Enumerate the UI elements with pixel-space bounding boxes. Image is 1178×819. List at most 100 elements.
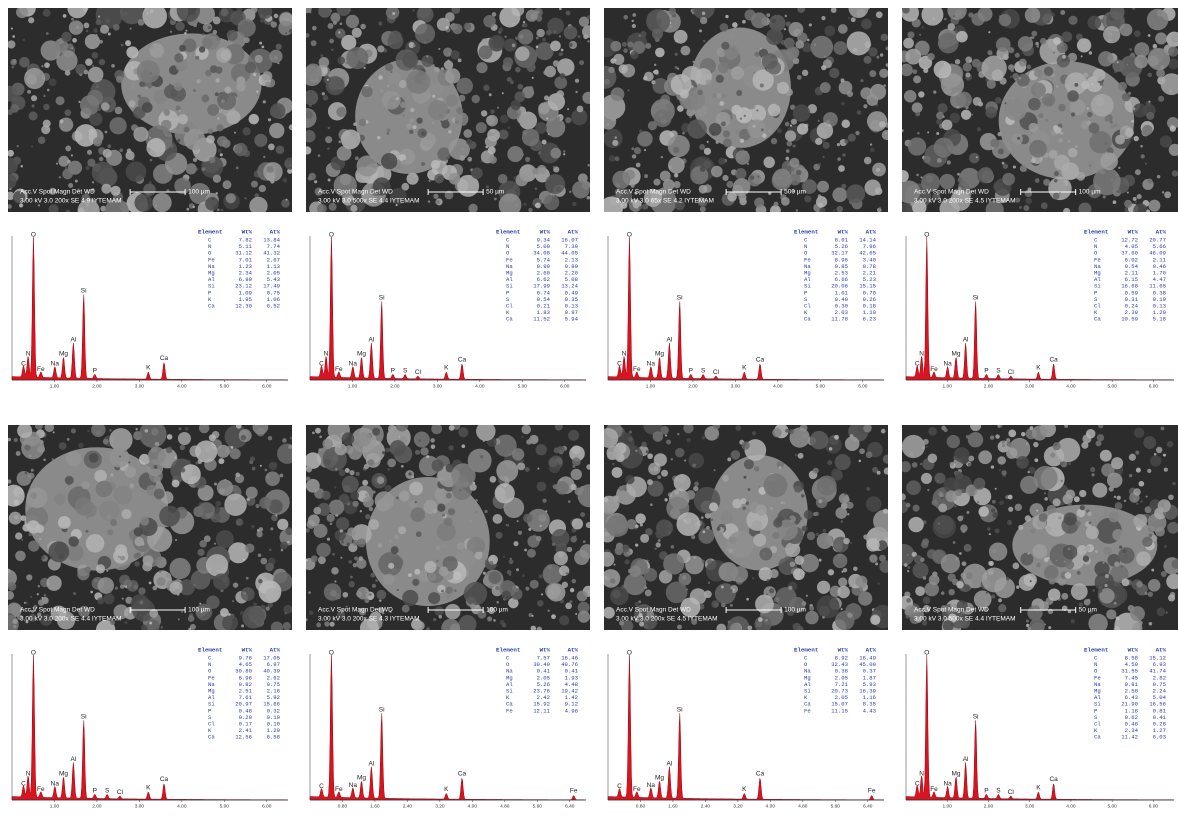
particle	[1044, 67, 1053, 76]
particle	[1112, 529, 1124, 541]
particle	[109, 117, 126, 134]
particle	[647, 453, 653, 459]
particle	[390, 440, 406, 456]
particle	[1134, 55, 1148, 69]
particle	[489, 561, 493, 565]
particle	[785, 15, 788, 18]
particle	[350, 576, 353, 579]
particle	[99, 157, 104, 162]
particle	[1142, 125, 1153, 136]
particle	[86, 517, 88, 519]
peak-label: Mg	[59, 351, 68, 358]
particle	[217, 91, 236, 110]
particle	[487, 616, 492, 621]
particle	[386, 128, 390, 132]
tick-label: 5.60	[831, 803, 841, 809]
peak-label: Al	[368, 760, 374, 767]
particle	[784, 38, 795, 49]
particle	[598, 428, 618, 448]
particle	[1041, 202, 1048, 209]
particle	[368, 519, 379, 530]
particle	[59, 442, 67, 450]
particle	[241, 625, 244, 628]
particle	[837, 206, 844, 213]
particle	[236, 518, 244, 526]
particle	[1060, 10, 1065, 15]
particle	[455, 112, 469, 126]
particle	[563, 153, 565, 155]
particle	[1146, 112, 1154, 120]
particle	[47, 89, 50, 92]
particle	[796, 626, 803, 633]
particle	[303, 146, 311, 154]
sem-header: Acc.V Spot Magn Det WD	[616, 607, 691, 614]
particle	[861, 19, 872, 30]
particle	[635, 450, 637, 452]
particle	[1146, 210, 1150, 214]
peak-label: Ca	[1049, 776, 1058, 783]
particle	[246, 487, 258, 499]
particle	[59, 176, 61, 178]
particle	[322, 92, 325, 95]
particle	[379, 599, 381, 601]
tick-label: 4.00	[773, 383, 783, 389]
particle	[155, 205, 157, 207]
particle	[513, 541, 518, 546]
particle	[522, 24, 525, 27]
particle	[490, 109, 494, 113]
particle	[67, 438, 70, 441]
peak-label: Ca	[756, 770, 765, 777]
particle	[903, 38, 914, 49]
particle	[908, 517, 923, 532]
sem-info: 3.00 kV 3.0 200x SE 4.5 IYTEMAM	[914, 198, 1016, 205]
particle	[1016, 456, 1029, 469]
particle	[43, 9, 51, 17]
particle	[938, 503, 947, 512]
particle	[68, 536, 78, 546]
particle	[388, 33, 404, 49]
particle	[394, 535, 398, 539]
table-cell: 12.11	[533, 707, 550, 714]
spectrum: CNOFeNaMgAlSiPSClKCa1.002.003.004.005.00…	[906, 229, 1174, 390]
particle	[1029, 140, 1047, 158]
peak-label: P	[93, 787, 97, 794]
particle	[704, 590, 712, 598]
particle	[1129, 454, 1136, 461]
particle	[609, 155, 616, 162]
particle	[718, 63, 729, 74]
particle	[495, 586, 499, 590]
particle	[68, 183, 73, 188]
peak-label: O	[627, 232, 632, 239]
particle	[105, 18, 110, 23]
particle	[916, 174, 919, 177]
particle	[152, 193, 171, 212]
tick-label: 5.00	[816, 383, 826, 389]
particle	[906, 598, 911, 603]
particle	[462, 444, 466, 448]
tick-label: 2.00	[688, 383, 698, 389]
particle	[525, 467, 530, 472]
particle	[768, 104, 780, 116]
particle	[640, 534, 649, 543]
particle	[1040, 38, 1047, 45]
particle	[1035, 42, 1039, 46]
tick-label: 5.00	[518, 383, 528, 389]
particle	[463, 115, 466, 118]
particle	[602, 569, 621, 588]
particle	[261, 45, 264, 48]
particle	[679, 574, 681, 576]
particle	[715, 87, 722, 94]
particle	[1015, 198, 1020, 203]
particle	[991, 508, 995, 512]
particle	[380, 89, 384, 93]
peak-label: Fe	[335, 366, 343, 373]
sem-header: Acc.V Spot Magn Det WD	[914, 607, 989, 614]
particle	[108, 590, 111, 593]
particle	[603, 607, 615, 619]
particle	[788, 586, 792, 590]
particle	[817, 476, 837, 496]
particle	[1088, 161, 1094, 167]
peak-label: K	[742, 786, 747, 793]
particle	[174, 82, 183, 91]
particle	[554, 551, 568, 565]
